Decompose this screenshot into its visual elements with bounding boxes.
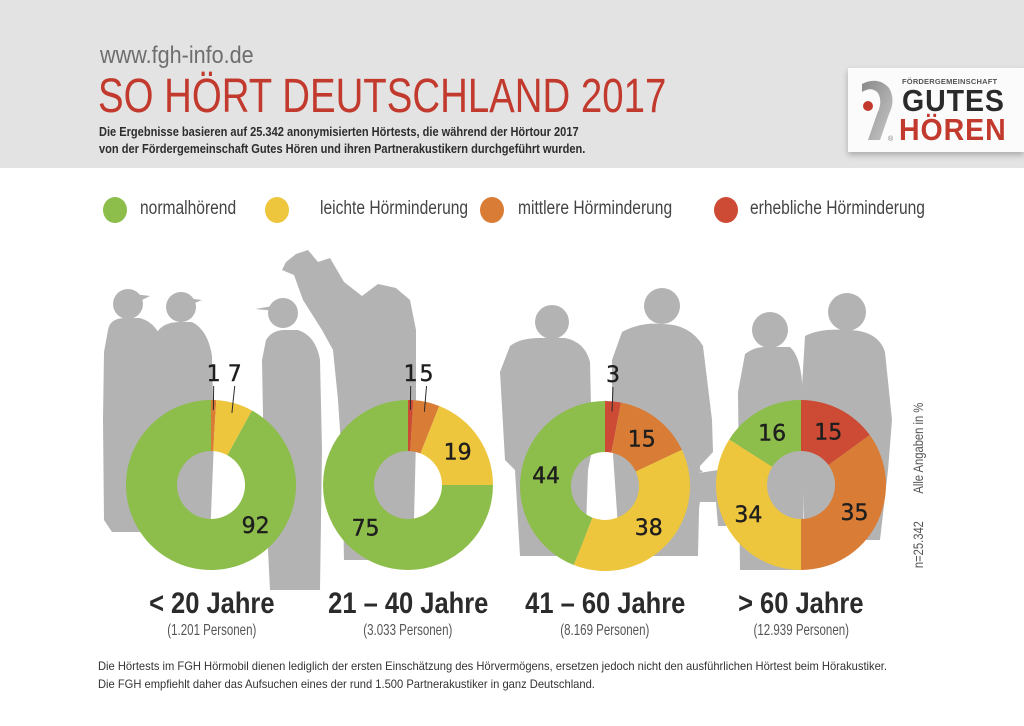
data-label: 15 — [814, 421, 842, 446]
donut-segment-normalhörend — [519, 401, 605, 566]
leader-line — [231, 385, 236, 414]
logo-line-2-text: HÖREN — [899, 112, 1007, 147]
chart-title: > 60 Jahre — [691, 588, 911, 620]
legend-label-text: mittlere Hörminderung — [518, 198, 673, 219]
legend-label: leichte Hörminderung — [320, 198, 501, 220]
data-label: 44 — [532, 464, 560, 489]
chart-title: 41 – 60 Jahre — [495, 588, 715, 620]
legend-dot-icon — [103, 197, 127, 223]
data-label: 15 — [628, 428, 656, 453]
person-silhouette — [282, 250, 416, 560]
sample-size-note: n=25.342 — [909, 465, 927, 625]
chart-title: < 20 Jahre — [102, 588, 322, 620]
subtitle-text: Die Ergebnisse basieren auf 25.342 anony… — [99, 124, 579, 139]
chart-subtitle: (1.201 Personen) — [102, 622, 322, 640]
legend-dot-icon — [714, 197, 738, 223]
logo-line-2: HÖREN — [899, 114, 1016, 146]
sample-size-text: n=25.342 — [910, 521, 926, 569]
age-label-under-20: < 20 Jahre (1.201 Personen) — [102, 588, 322, 640]
donut-segment-erhebliche — [801, 400, 870, 466]
data-label: 1 — [207, 362, 221, 387]
chart-subtitle-text: (3.033 Personen) — [363, 622, 453, 639]
data-label: 19 — [444, 440, 472, 465]
donut-segment-erhebliche — [408, 400, 414, 452]
age-label-over-60: > 60 Jahre (12.939 Personen) — [691, 588, 911, 640]
page-title-text: SO HÖRT DEUTSCHLAND 2017 — [98, 70, 667, 123]
footer-line-1: Die Hörtests im FGH Hörmobil dienen ledi… — [98, 659, 946, 673]
legend-label-text: erhebliche Hörminderung — [750, 198, 925, 219]
donut-segment-leichte — [716, 439, 801, 570]
donut-segment-mittlere — [410, 400, 440, 454]
donut-chart: 1 5 19 75 — [323, 362, 493, 570]
chart-subtitle: (12.939 Personen) — [691, 622, 911, 640]
logo-top-text: FÖRDERGEMEINSCHAFT — [902, 77, 998, 86]
donut-segment-leichte — [420, 405, 493, 485]
footer-text: Die Hörtests im FGH Hörmobil dienen ledi… — [98, 659, 888, 673]
donut-chart: 15 35 34 16 — [716, 400, 886, 570]
data-label: 7 — [228, 362, 242, 387]
logo-line-1-text: GUTES — [902, 83, 1005, 118]
fgh-logo: FÖRDERGEMEINSCHAFT GUTES HÖREN ® — [848, 68, 1024, 152]
chart-subtitle-text: (8.169 Personen) — [560, 622, 650, 639]
footer-line-2: Die FGH empfiehlt daher das Aufsuchen ei… — [98, 677, 632, 691]
donut-segment-leichte — [573, 449, 691, 572]
chart-title-text: < 20 Jahre — [149, 587, 275, 620]
legend-label: normalhörend — [140, 198, 257, 220]
donut-segment-mittlere — [801, 435, 886, 570]
logo-line-1: GUTES — [902, 85, 1014, 117]
chart-title-text: > 60 Jahre — [738, 587, 864, 620]
subtitle-line-2: von der Fördergemeinschaft Gutes Hören u… — [99, 141, 671, 157]
legend-label: erhebliche Hörminderung — [750, 198, 963, 220]
data-label: 1 — [404, 362, 418, 387]
donut-chart: 3 15 38 44 — [519, 363, 691, 572]
footer-text: Die FGH empfiehlt daher das Aufsuchen ei… — [98, 677, 595, 691]
leader-line — [611, 386, 614, 412]
chart-subtitle-text: (12.939 Personen) — [753, 622, 849, 639]
page-title: SO HÖRT DEUTSCHLAND 2017 — [98, 72, 808, 122]
legend-label-text: normalhörend — [140, 198, 237, 219]
legend-label-text: leichte Hörminderung — [320, 198, 469, 219]
website-url[interactable]: www.fgh-info.de — [100, 42, 271, 70]
chart-subtitle: (3.033 Personen) — [298, 622, 518, 640]
donut-chart: 1 792 — [125, 362, 296, 570]
leader-line — [423, 385, 428, 412]
data-label: 92 — [242, 514, 270, 539]
data-label: 75 — [352, 516, 380, 541]
data-label: 3 — [606, 363, 620, 388]
donut-segment-mittlere — [211, 400, 217, 452]
data-label: 38 — [635, 516, 663, 541]
ear-logo-icon — [862, 80, 893, 140]
donut-segment-erhebliche — [605, 401, 621, 453]
data-label: 16 — [758, 421, 786, 446]
donut-segment-leichte — [213, 400, 252, 456]
age-label-21-40: 21 – 40 Jahre (3.033 Personen) — [298, 588, 518, 640]
registered-mark: ® — [888, 136, 894, 143]
data-label: 34 — [734, 503, 762, 528]
chart-subtitle-text: (1.201 Personen) — [167, 622, 257, 639]
subtitle-line-1: Die Ergebnisse basieren auf 25.342 anony… — [99, 124, 663, 140]
data-label: 5 — [420, 362, 434, 387]
website-url-text: www.fgh-info.de — [100, 42, 254, 69]
chart-subtitle: (8.169 Personen) — [495, 622, 715, 640]
donut-segment-normalhörend — [729, 400, 801, 467]
subtitle-text: von der Fördergemeinschaft Gutes Hören u… — [99, 141, 586, 156]
legend-dot-icon — [265, 197, 289, 223]
chart-title-text: 41 – 60 Jahre — [524, 587, 686, 620]
donut-segment-mittlere — [611, 402, 682, 472]
legend-label: mittlere Hörminderung — [518, 198, 706, 220]
donut-segment-normalhörend — [125, 400, 296, 570]
data-label: 35 — [840, 501, 868, 526]
legend-dot-icon — [480, 197, 504, 223]
chart-title-text: 21 – 40 Jahre — [327, 587, 489, 620]
chart-title: 21 – 40 Jahre — [298, 588, 518, 620]
age-label-41-60: 41 – 60 Jahre (8.169 Personen) — [495, 588, 715, 640]
donut-segment-normalhörend — [323, 400, 493, 570]
